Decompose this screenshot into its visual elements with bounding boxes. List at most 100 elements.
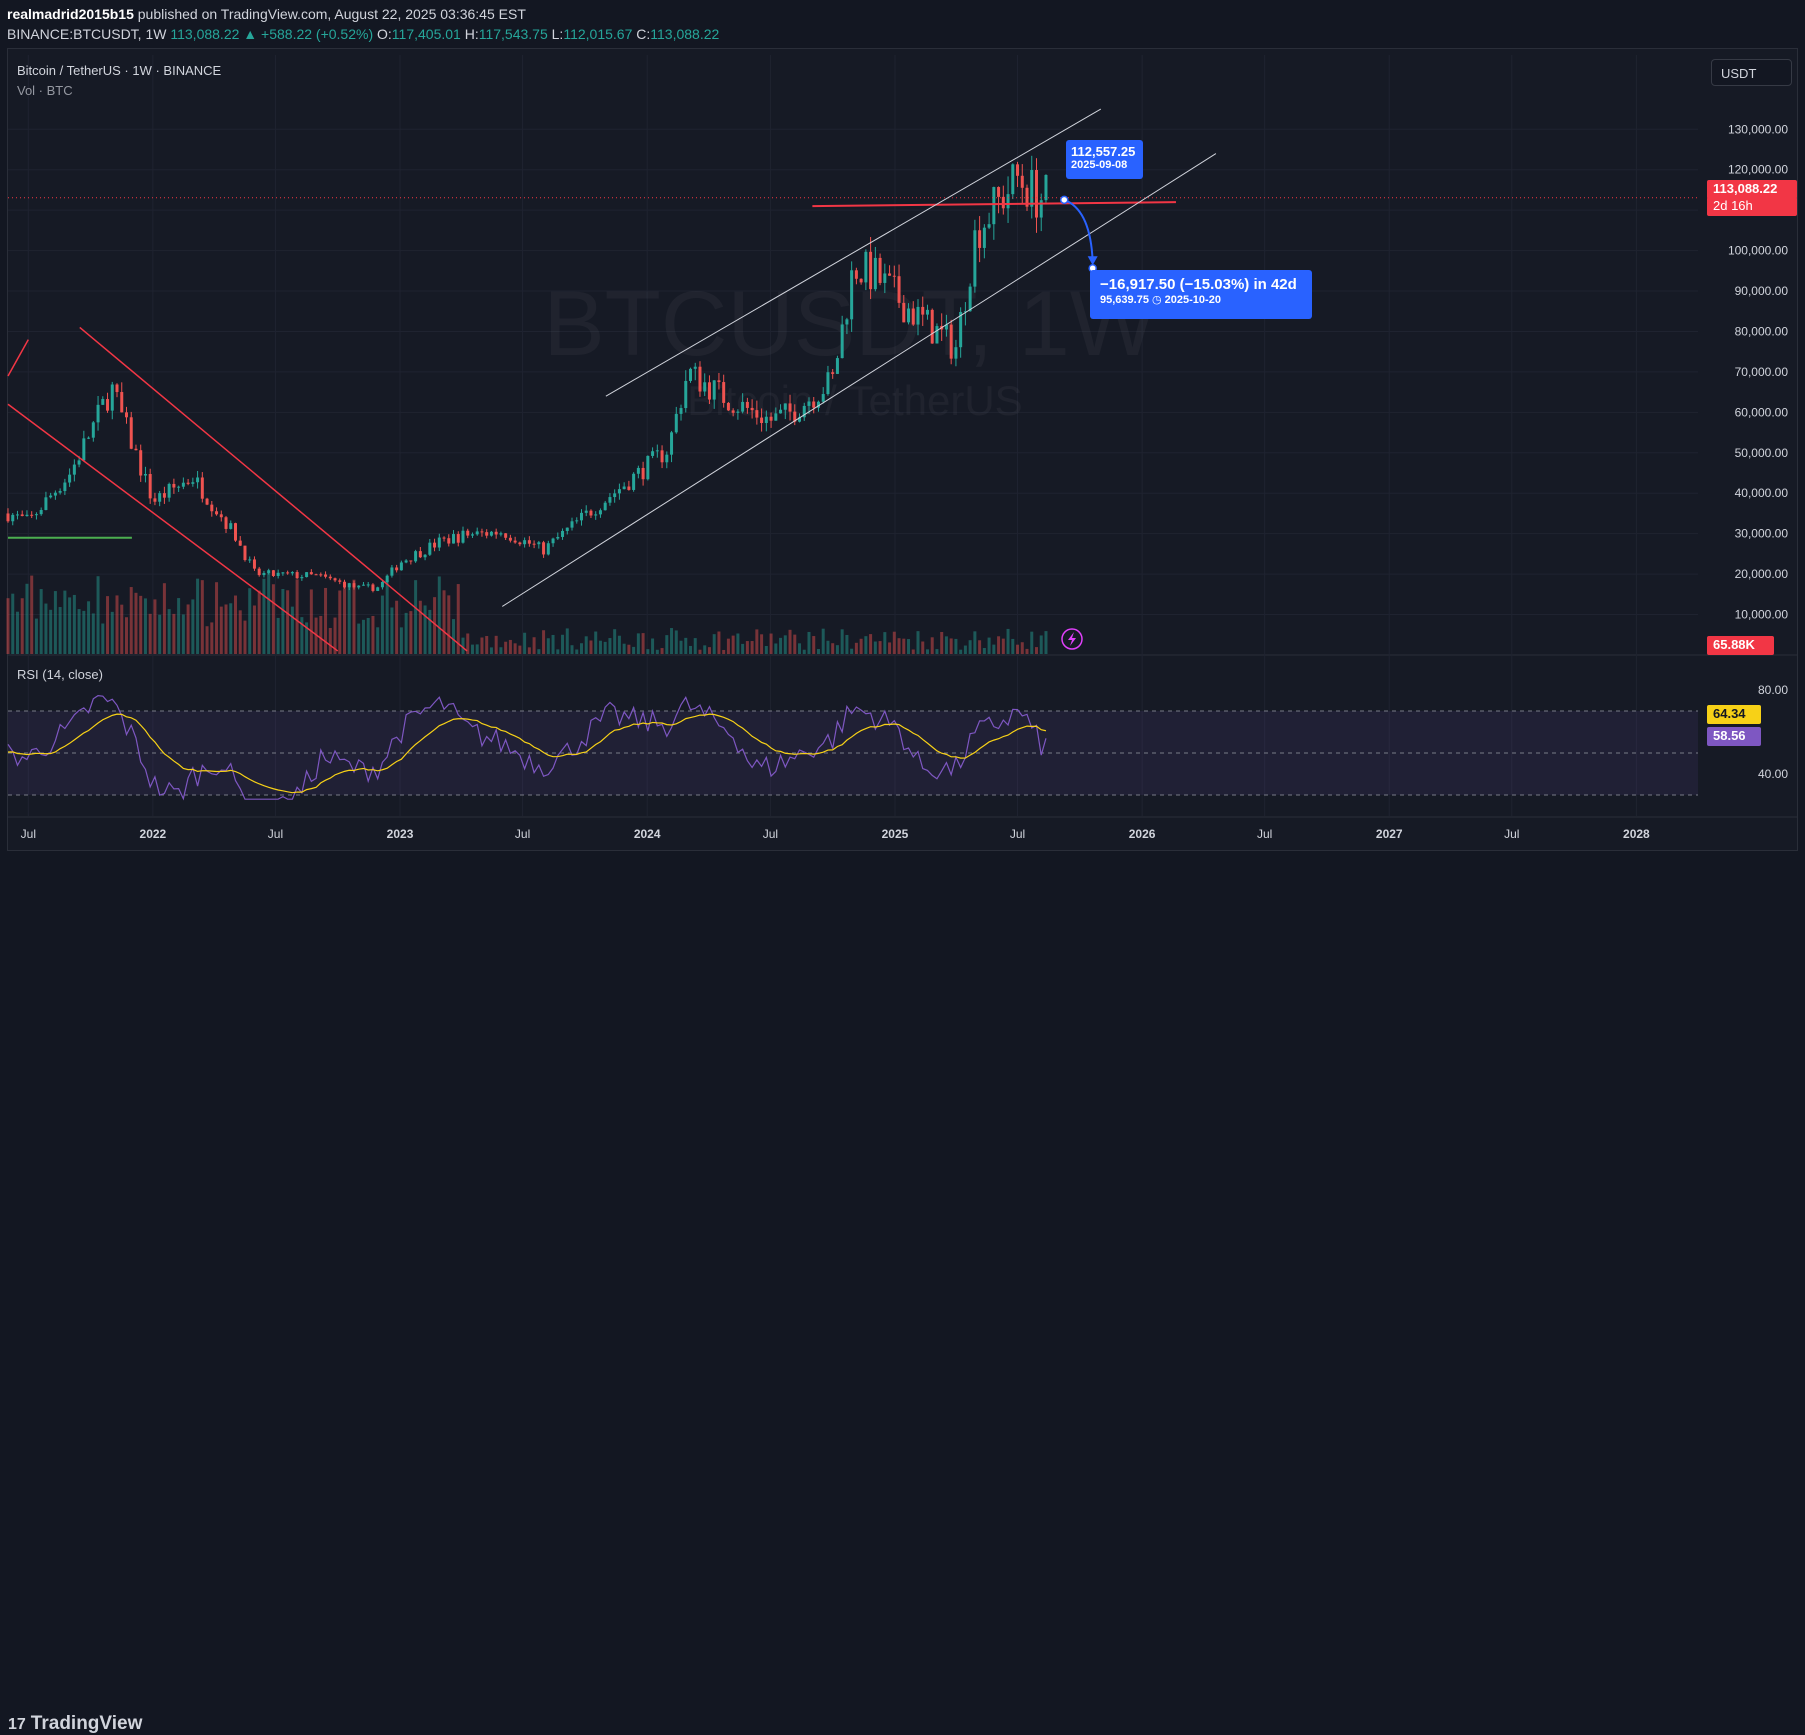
volume-bar bbox=[717, 631, 721, 654]
candle bbox=[812, 396, 816, 414]
candle bbox=[1039, 193, 1043, 232]
candle-body bbox=[504, 533, 508, 538]
candle-body bbox=[594, 514, 598, 516]
volume-bar bbox=[665, 635, 669, 654]
candle-body bbox=[589, 510, 593, 516]
candle bbox=[835, 355, 839, 375]
candle-body bbox=[452, 534, 456, 544]
candle bbox=[286, 570, 290, 575]
candle-body bbox=[954, 347, 958, 359]
candle bbox=[750, 399, 754, 419]
time-tick-label: 2025 bbox=[882, 827, 909, 841]
candle-body bbox=[532, 543, 536, 545]
candle bbox=[395, 564, 399, 573]
candle-body bbox=[816, 401, 820, 408]
volume-bar bbox=[276, 617, 280, 654]
candle-body bbox=[243, 545, 247, 561]
volume-bar bbox=[703, 645, 707, 654]
candle bbox=[1025, 184, 1029, 211]
header: realmadrid2015b15 published on TradingVi… bbox=[0, 0, 1805, 48]
candle bbox=[613, 489, 617, 503]
volume-bar bbox=[11, 593, 15, 654]
volume-bar bbox=[940, 631, 944, 654]
candle bbox=[997, 186, 1001, 214]
candle bbox=[158, 490, 162, 507]
candle bbox=[309, 569, 313, 575]
volume-bar bbox=[219, 606, 223, 654]
candle-body bbox=[271, 570, 275, 576]
candle bbox=[527, 536, 531, 547]
candle bbox=[418, 547, 422, 559]
candle-body bbox=[338, 580, 342, 582]
volume-bar bbox=[816, 649, 820, 654]
candle bbox=[660, 445, 664, 469]
time-tick-label: Jul bbox=[268, 827, 283, 841]
candle bbox=[134, 444, 138, 451]
candle-body bbox=[158, 493, 162, 502]
volume-bar bbox=[357, 623, 361, 654]
volume-bar bbox=[764, 645, 768, 654]
candle bbox=[39, 507, 43, 516]
projection-start-price: 112,557.25 bbox=[1071, 144, 1136, 159]
volume-bar bbox=[205, 626, 209, 654]
volume-bar bbox=[954, 638, 958, 654]
candle-body bbox=[570, 521, 574, 528]
volume-bar bbox=[584, 636, 588, 654]
candle-body bbox=[153, 498, 157, 502]
candle-body bbox=[760, 417, 764, 424]
candle-body bbox=[698, 366, 702, 392]
volume-bar bbox=[769, 633, 773, 654]
candle-body bbox=[470, 534, 474, 536]
volume-bar bbox=[314, 617, 318, 654]
price-tick-label: 130,000.00 bbox=[1728, 122, 1788, 136]
candle bbox=[589, 509, 593, 518]
candle-body bbox=[371, 584, 375, 591]
low-label: L: bbox=[551, 26, 564, 42]
price-tick-label: 120,000.00 bbox=[1728, 163, 1788, 177]
candle bbox=[447, 534, 451, 547]
publish-line: realmadrid2015b15 published on TradingVi… bbox=[7, 6, 526, 22]
candle-body bbox=[456, 534, 460, 543]
candle-body bbox=[210, 504, 214, 512]
candle bbox=[935, 323, 939, 344]
candle bbox=[380, 580, 384, 590]
candle-body bbox=[380, 581, 384, 588]
price-tick-label: 50,000.00 bbox=[1735, 446, 1789, 460]
volume-bar bbox=[290, 606, 294, 654]
candle bbox=[774, 407, 778, 421]
volume-bar bbox=[755, 629, 759, 654]
chart-canvas[interactable]: BTCUSDT, 1W Bitcoin / TetherUS 80.00 40.0… bbox=[0, 0, 1805, 894]
candle-body bbox=[77, 460, 81, 465]
candle bbox=[428, 539, 432, 557]
author[interactable]: realmadrid2015b15 bbox=[7, 6, 134, 22]
candle bbox=[579, 509, 583, 526]
candle-body bbox=[807, 401, 811, 406]
tradingview-logo[interactable]: 17 TradingView bbox=[8, 1713, 142, 1735]
candle-body bbox=[257, 568, 261, 576]
price-tick-label: 60,000.00 bbox=[1735, 405, 1789, 419]
candle bbox=[224, 515, 228, 534]
candle-body bbox=[53, 492, 57, 496]
candle-body bbox=[731, 410, 735, 413]
volume-bar bbox=[63, 590, 67, 654]
volume-bar bbox=[750, 641, 754, 654]
candle-body bbox=[542, 542, 546, 555]
candle-body bbox=[162, 493, 166, 498]
volume-bar bbox=[423, 605, 427, 654]
volume-bar bbox=[892, 631, 896, 654]
candle bbox=[689, 367, 692, 383]
candle bbox=[281, 572, 285, 576]
candle-body bbox=[91, 422, 95, 438]
volume-bar bbox=[414, 580, 418, 654]
volume-bar bbox=[82, 610, 86, 654]
candle-body bbox=[357, 585, 361, 588]
volume-bar bbox=[793, 634, 797, 654]
volume-bar bbox=[636, 633, 640, 654]
rsi-tick-label: 40.00 bbox=[1758, 767, 1788, 781]
candle bbox=[556, 532, 560, 540]
candle bbox=[124, 406, 128, 424]
candle bbox=[120, 382, 124, 413]
volume-bar bbox=[731, 635, 735, 654]
rsi-pane: 80.00 40.00 bbox=[7, 683, 1788, 801]
currency-unit-button[interactable]: USDT bbox=[1711, 59, 1792, 86]
